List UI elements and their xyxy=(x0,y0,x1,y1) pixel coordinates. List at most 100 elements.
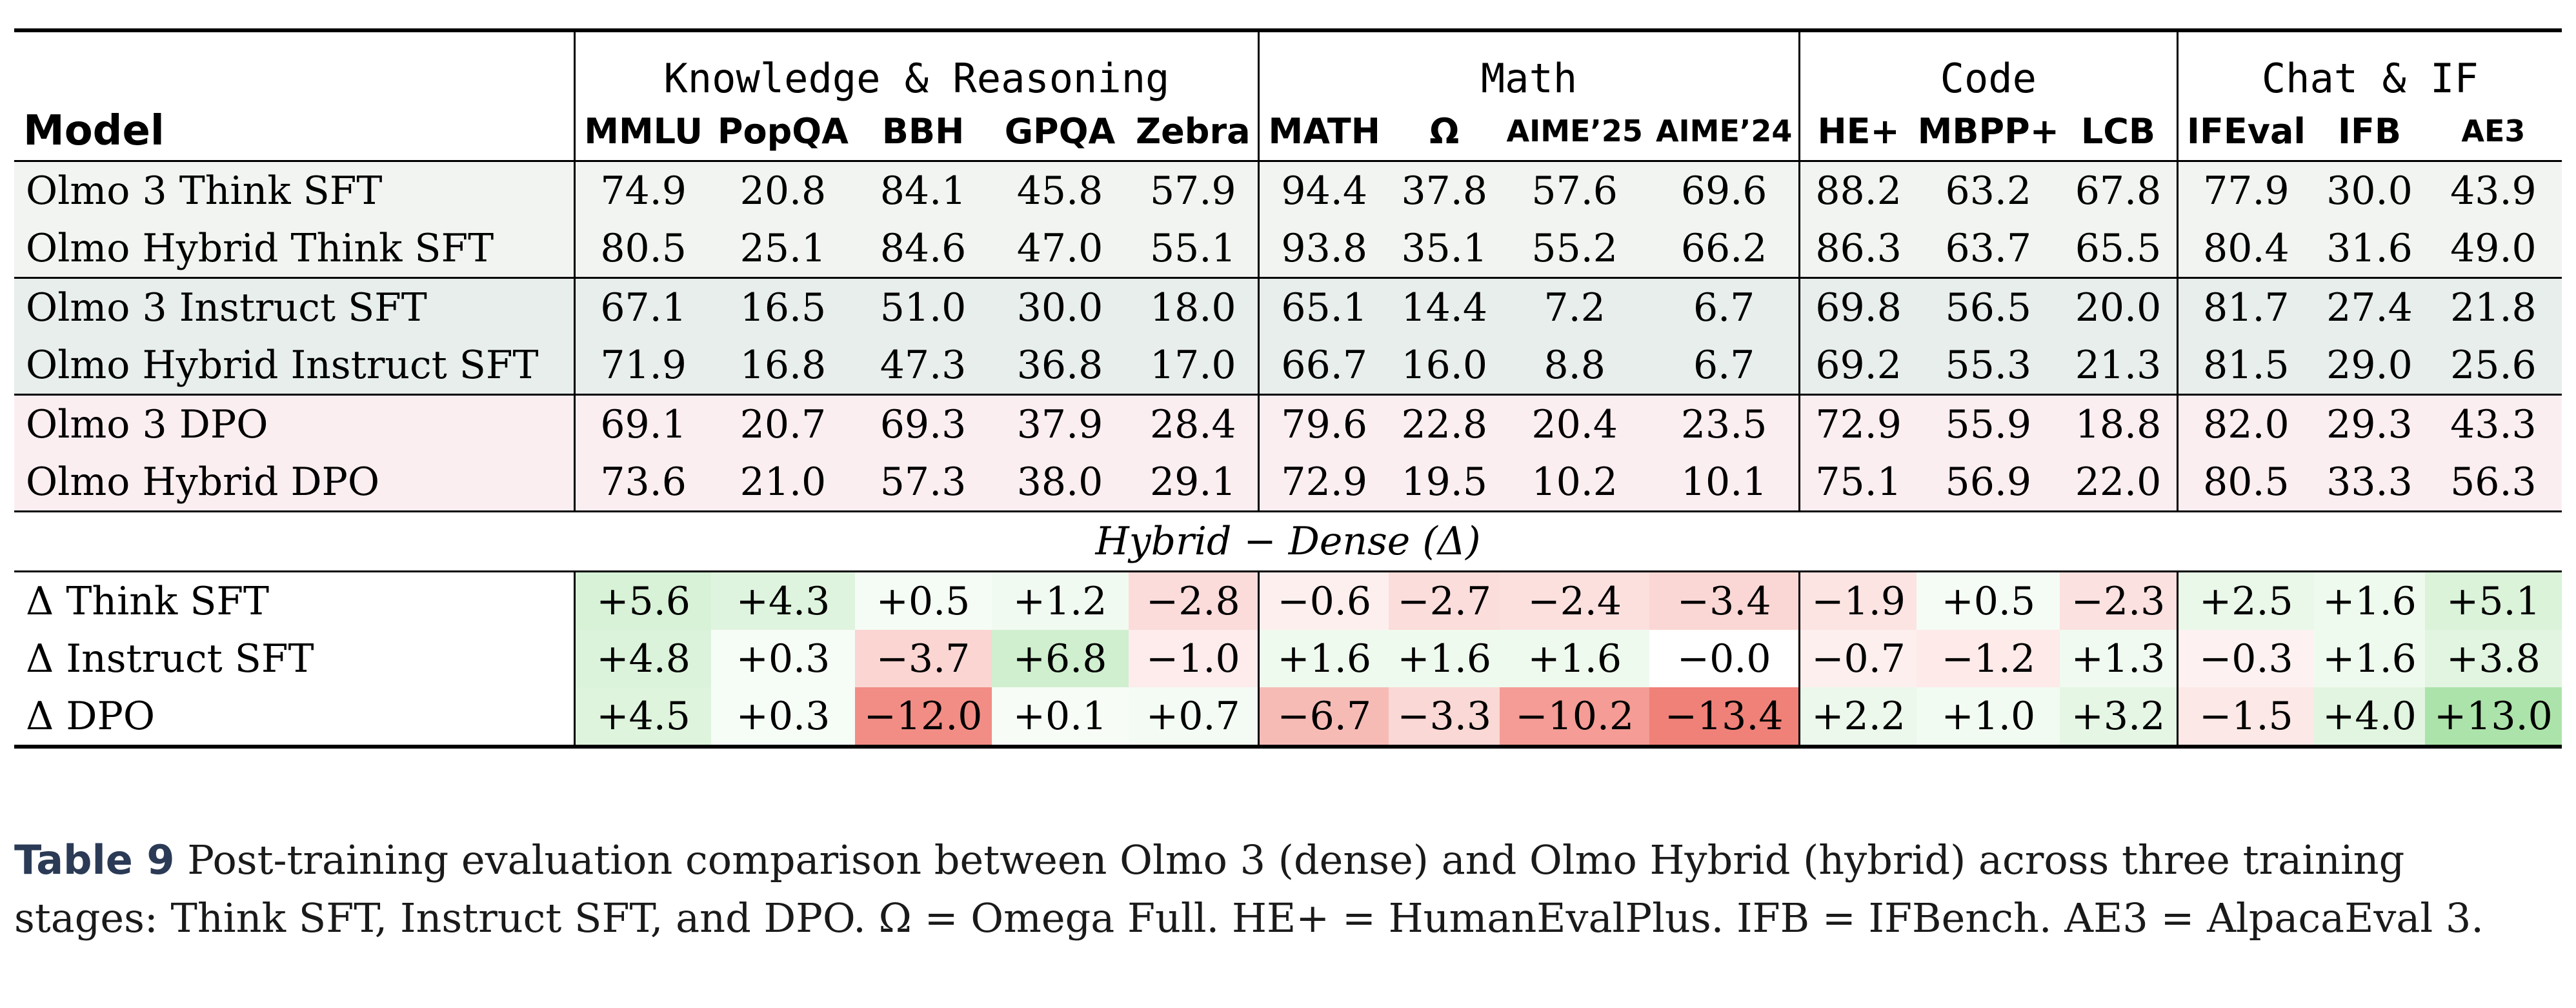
score-cell: 51.0 xyxy=(854,277,992,336)
benchmark-header: PopQA xyxy=(711,102,855,162)
delta-cell: +1.6 xyxy=(2314,570,2425,630)
group-math: Math xyxy=(1257,28,1800,102)
delta-cell: +1.6 xyxy=(1258,630,1389,687)
score-cell: 38.0 xyxy=(1016,459,1103,505)
score-cell: 21.8 xyxy=(2424,277,2562,336)
delta-cell: −1.5 xyxy=(2176,687,2315,749)
score-cell: 28.4 xyxy=(1128,394,1259,453)
score-cell: 69.2 xyxy=(1798,336,1917,395)
score-cell: 33.3 xyxy=(2326,459,2413,505)
score-cell: 10.1 xyxy=(1680,459,1767,505)
score-cell: 6.7 xyxy=(1693,342,1755,388)
benchmark-header: MBPP+ xyxy=(1917,102,2060,162)
benchmark-header: IFEval xyxy=(2176,102,2315,162)
delta-cell: +1.0 xyxy=(1917,687,2060,749)
score-cell: 79.6 xyxy=(1258,394,1389,453)
score-cell: 16.0 xyxy=(1401,342,1488,388)
group-header-row: Knowledge & Reasoning Math Code Chat & I… xyxy=(14,28,2562,102)
score-cell: 65.1 xyxy=(1258,277,1389,336)
score-cell: 10.2 xyxy=(1531,459,1618,505)
score-cell: 31.6 xyxy=(2326,225,2413,271)
delta-cell: +2.2 xyxy=(1798,687,1917,749)
score-cell: 65.5 xyxy=(2075,225,2162,271)
score-cell: 55.1 xyxy=(1149,225,1236,271)
delta-cell: −2.8 xyxy=(1128,570,1259,630)
benchmark-header: IFB xyxy=(2314,102,2425,162)
score-cell: 69.6 xyxy=(1680,168,1767,214)
group-knowledge-reasoning: Knowledge & Reasoning xyxy=(573,28,1259,102)
delta-cell: +0.3 xyxy=(711,687,855,749)
score-cell: 93.8 xyxy=(1258,219,1389,278)
benchmark-header: Zebra xyxy=(1128,102,1259,162)
benchmark-header: AIME’24 xyxy=(1649,102,1800,162)
score-cell: 18.0 xyxy=(1128,277,1259,336)
score-cell: 30.0 xyxy=(991,277,1129,336)
table-row: Olmo 3 Instruct SFT 67.1 16.5 51.0 30.0 18.0 6… xyxy=(14,277,2562,336)
delta-cell: +1.3 xyxy=(2060,630,2178,687)
score-cell: 8.8 xyxy=(1544,342,1605,388)
delta-name-cell: Δ Instruct SFT xyxy=(26,636,314,681)
benchmark-header: GPQA xyxy=(991,102,1129,162)
delta-title-row: Hybrid − Dense (Δ) xyxy=(14,510,2562,572)
score-cell: 84.6 xyxy=(880,225,967,271)
score-cell: 23.5 xyxy=(1649,394,1800,453)
score-cell: 22.8 xyxy=(1389,394,1500,453)
table-row: Olmo 3 Think SFT 74.9 20.8 84.1 45.8 57.9 94.4… xyxy=(14,161,2562,219)
model-column-header: Model xyxy=(14,102,575,162)
score-cell: 25.1 xyxy=(740,225,827,271)
model-name-cell: Olmo Hybrid Think SFT xyxy=(26,225,494,271)
delta-cell: +4.5 xyxy=(573,687,712,749)
score-cell: 20.0 xyxy=(2060,277,2178,336)
delta-cell: +1.6 xyxy=(1500,630,1650,687)
delta-row: Δ Think SFT +5.6 +4.3 +0.5 +1.2 −2.8 −0.6 −2.7−… xyxy=(14,570,2562,630)
score-cell: 84.1 xyxy=(880,168,967,214)
score-cell: 21.0 xyxy=(740,459,827,505)
delta-cell: +0.3 xyxy=(711,630,855,687)
score-cell: 56.3 xyxy=(2450,459,2537,505)
score-cell: 69.1 xyxy=(573,394,712,453)
benchmark-header: LCB xyxy=(2060,102,2178,162)
group-code: Code xyxy=(1798,28,2178,102)
score-cell: 72.9 xyxy=(1798,394,1917,453)
score-cell: 55.9 xyxy=(1917,394,2060,453)
score-cell: 63.7 xyxy=(1945,225,2032,271)
table-caption: Table 9 Post-training evaluation compari… xyxy=(14,831,2544,947)
delta-cell: −0.7 xyxy=(1798,630,1917,687)
benchmark-header: HE+ xyxy=(1798,102,1917,162)
delta-cell: +2.5 xyxy=(2176,570,2315,630)
delta-cell: −2.3 xyxy=(2060,570,2178,630)
table-row: Olmo 3 DPO 69.1 20.7 69.3 37.9 28.4 79.6 22.8 20… xyxy=(14,394,2562,453)
delta-cell: −10.2 xyxy=(1500,687,1650,749)
score-cell: 67.8 xyxy=(2075,168,2162,214)
score-cell: 27.4 xyxy=(2314,277,2425,336)
benchmark-header: AIME’25 xyxy=(1500,102,1650,162)
score-cell: 22.0 xyxy=(2075,459,2162,505)
score-cell: 29.1 xyxy=(1149,459,1236,505)
score-cell: 45.8 xyxy=(1016,168,1103,214)
delta-cell: −3.3 xyxy=(1389,687,1500,749)
table-row: Olmo Hybrid Instruct SFT 71.9 16.8 47.3 36.8… xyxy=(14,336,2562,395)
delta-cell: −0.0 xyxy=(1649,630,1800,687)
delta-cell: +0.5 xyxy=(1917,570,2060,630)
score-cell: 6.7 xyxy=(1649,277,1800,336)
score-cell: 36.8 xyxy=(1016,342,1103,388)
benchmark-header-row: Model MMLU PopQA BBH GPQA Zebra MATH Ω AIME’25 A… xyxy=(14,102,2562,162)
score-cell: 88.2 xyxy=(1798,161,1917,219)
delta-row: Δ DPO +4.5 +0.3 −12.0 +0.1 +0.7 −6.7 −3.3 −10.2−… xyxy=(14,687,2562,749)
score-cell: 16.5 xyxy=(711,277,855,336)
delta-cell: +4.0 xyxy=(2314,687,2425,749)
score-cell: 80.5 xyxy=(573,219,712,278)
score-cell: 16.8 xyxy=(740,342,827,388)
score-cell: 80.5 xyxy=(2176,453,2315,512)
score-cell: 77.9 xyxy=(2176,161,2315,219)
score-cell: 29.3 xyxy=(2314,394,2425,453)
results-table-container: Knowledge & Reasoning Math Code Chat & I… xyxy=(14,28,2562,749)
delta-cell: −1.2 xyxy=(1917,630,2060,687)
score-cell: 30.0 xyxy=(2326,168,2413,214)
score-cell: 74.9 xyxy=(573,161,712,219)
caption-label: Table 9 xyxy=(14,836,175,883)
benchmark-header: BBH xyxy=(854,102,992,162)
delta-cell: −3.7 xyxy=(854,630,992,687)
delta-cell: +1.6 xyxy=(1389,630,1500,687)
delta-cell: +0.5 xyxy=(854,570,992,630)
